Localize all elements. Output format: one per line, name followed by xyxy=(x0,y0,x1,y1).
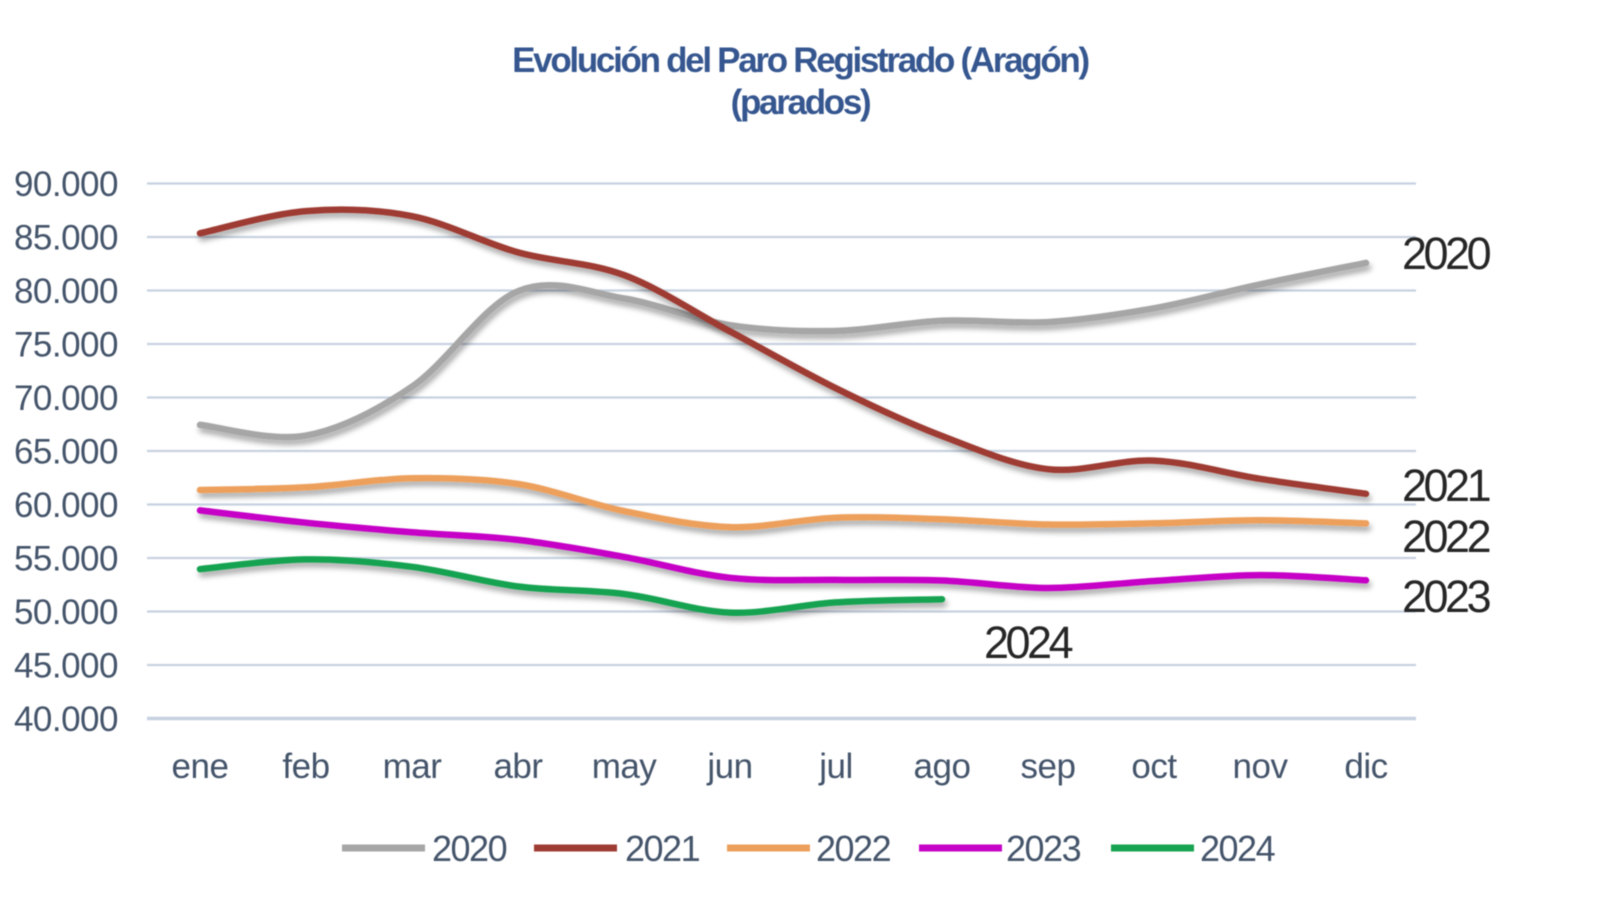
svg-text:50.000: 50.000 xyxy=(14,593,118,632)
svg-text:2023: 2023 xyxy=(1402,571,1491,622)
svg-text:45.000: 45.000 xyxy=(14,647,118,686)
svg-text:90.000: 90.000 xyxy=(14,165,118,204)
svg-text:sep: sep xyxy=(1021,747,1076,786)
svg-text:feb: feb xyxy=(282,747,329,786)
svg-text:60.000: 60.000 xyxy=(14,486,118,525)
svg-text:may: may xyxy=(592,747,658,786)
svg-text:80.000: 80.000 xyxy=(14,272,118,311)
svg-text:2021: 2021 xyxy=(625,828,700,869)
svg-text:ene: ene xyxy=(172,747,229,786)
svg-text:dic: dic xyxy=(1344,747,1387,786)
svg-text:Evolución del Paro Registrado: Evolución del Paro Registrado (Aragón) xyxy=(512,41,1088,80)
svg-text:nov: nov xyxy=(1233,747,1289,786)
svg-text:2021: 2021 xyxy=(1402,460,1490,511)
svg-text:2024: 2024 xyxy=(1200,828,1275,869)
svg-text:2022: 2022 xyxy=(1402,511,1490,562)
svg-text:(parados): (parados) xyxy=(731,83,870,122)
svg-text:oct: oct xyxy=(1131,747,1177,786)
svg-text:85.000: 85.000 xyxy=(14,219,118,258)
svg-text:jul: jul xyxy=(818,747,853,786)
svg-text:jun: jun xyxy=(706,747,752,786)
svg-text:40.000: 40.000 xyxy=(14,700,118,739)
svg-text:75.000: 75.000 xyxy=(14,326,118,365)
svg-text:mar: mar xyxy=(383,747,443,786)
svg-text:ago: ago xyxy=(914,747,971,786)
svg-text:2020: 2020 xyxy=(1402,228,1491,279)
svg-text:2022: 2022 xyxy=(816,828,891,869)
svg-text:55.000: 55.000 xyxy=(14,540,118,579)
svg-text:2020: 2020 xyxy=(432,828,507,869)
svg-text:70.000: 70.000 xyxy=(14,379,118,418)
svg-text:2023: 2023 xyxy=(1006,828,1081,869)
svg-text:2024: 2024 xyxy=(984,617,1073,668)
svg-text:65.000: 65.000 xyxy=(14,433,118,472)
svg-text:abr: abr xyxy=(493,747,543,786)
